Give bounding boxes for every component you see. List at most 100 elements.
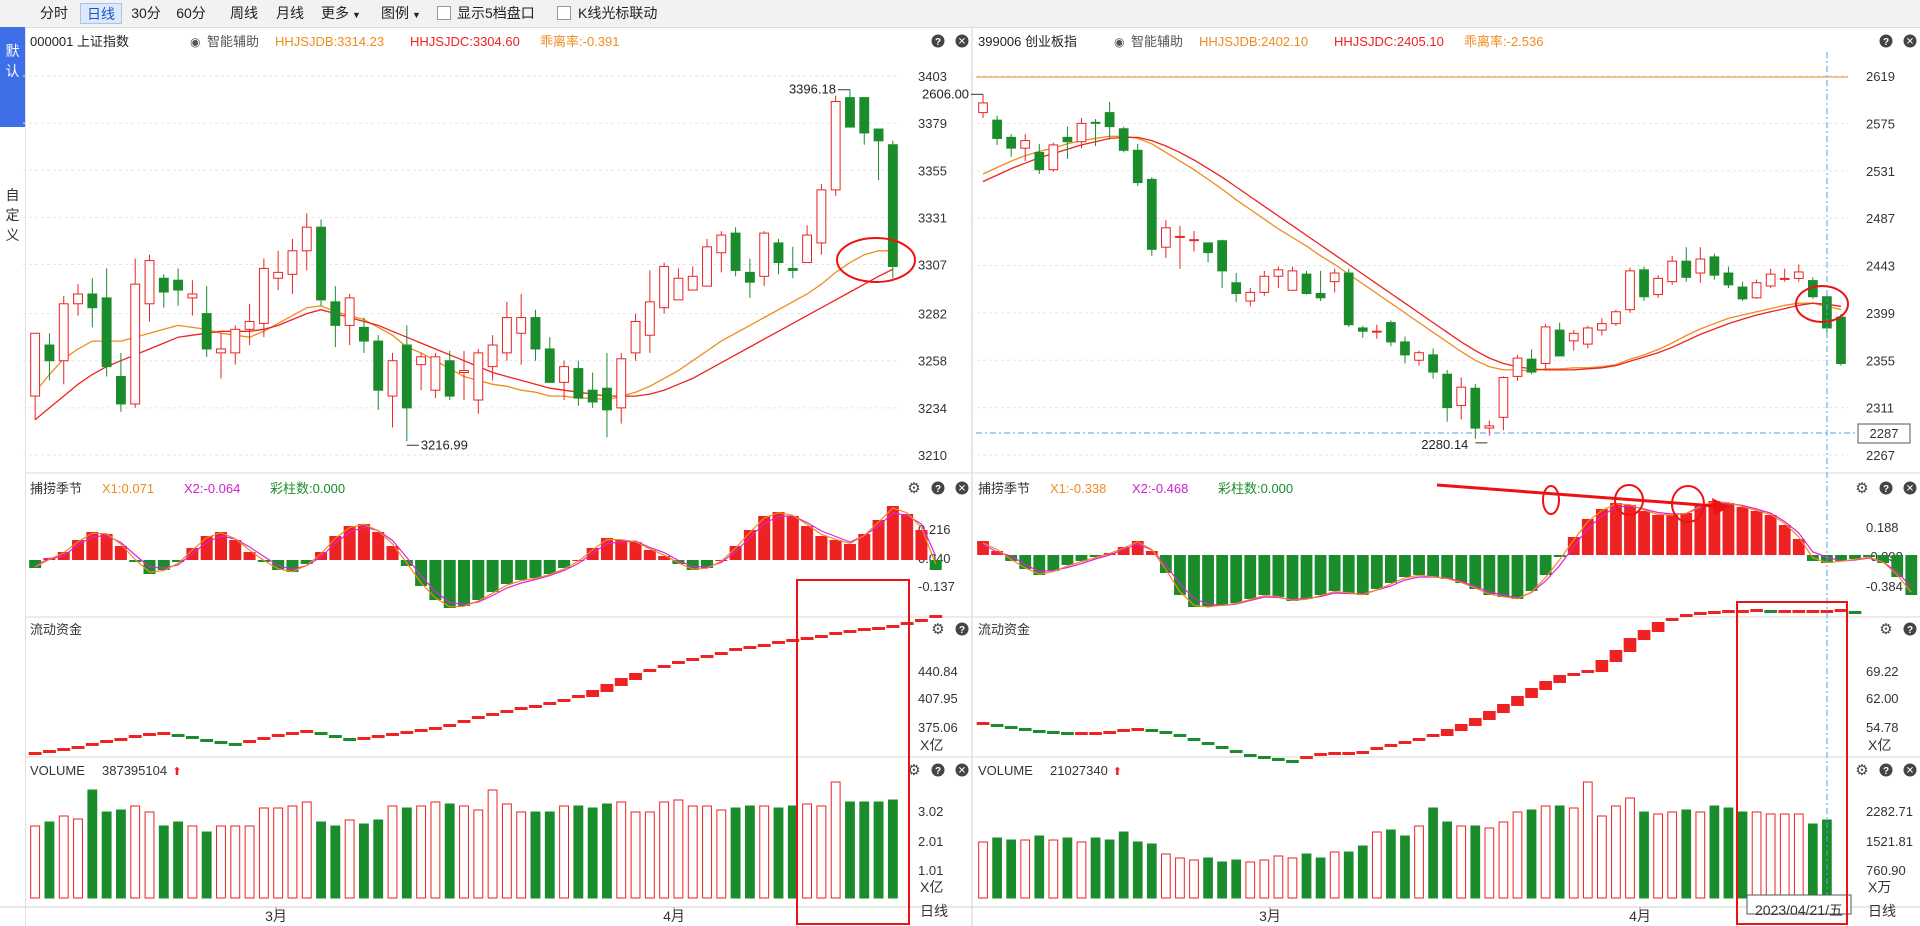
help-icon[interactable]: ? bbox=[1879, 34, 1893, 49]
assist-label: 智能辅助 bbox=[207, 34, 259, 49]
cursor-link-checkbox[interactable] bbox=[557, 6, 571, 20]
help-icon[interactable]: ? bbox=[1879, 763, 1893, 778]
osc-bar bbox=[1736, 507, 1749, 555]
volume-bar bbox=[1062, 837, 1073, 899]
volume-bar bbox=[344, 819, 355, 899]
candle-body bbox=[802, 234, 813, 264]
osc-bar bbox=[1539, 555, 1552, 575]
candle-body bbox=[1723, 272, 1734, 286]
high-marker-label: 2606.00 bbox=[922, 86, 969, 101]
volume-up-icon: ⬆ bbox=[1113, 766, 1122, 778]
candle-body bbox=[1259, 275, 1270, 293]
orderbook-checkbox[interactable] bbox=[437, 6, 451, 20]
osc-bar bbox=[1328, 555, 1341, 591]
flow-mark bbox=[1525, 688, 1538, 698]
flow-mark bbox=[1567, 673, 1581, 676]
price-tick-label: 3331 bbox=[918, 210, 947, 225]
help-icon[interactable]: ? bbox=[931, 481, 945, 496]
close-icon[interactable]: ✕ bbox=[1903, 763, 1917, 777]
flow-title: 流动资金 bbox=[978, 622, 1030, 637]
volume-bar bbox=[1400, 835, 1410, 899]
candle-body bbox=[216, 348, 226, 354]
sidebar-tab-default[interactable]: 默认 bbox=[0, 27, 25, 127]
gear-icon[interactable]: ⚙ bbox=[907, 762, 920, 779]
gear-icon[interactable]: ⚙ bbox=[1879, 621, 1892, 638]
close-icon[interactable]: ✕ bbox=[1903, 34, 1917, 48]
volume-bar bbox=[716, 809, 727, 899]
sidebar-tab-custom[interactable]: 自定义 bbox=[0, 155, 25, 255]
gear-icon[interactable]: ⚙ bbox=[907, 480, 920, 497]
candle-body bbox=[444, 360, 455, 397]
flow-mark bbox=[171, 734, 185, 737]
osc-bar bbox=[1694, 505, 1707, 555]
help-icon[interactable]: ? bbox=[931, 34, 945, 49]
volume-bar bbox=[1709, 805, 1720, 899]
tab-intraday[interactable]: 分时 bbox=[40, 5, 68, 21]
candle-body bbox=[1512, 357, 1523, 377]
candle-body bbox=[101, 297, 112, 368]
legend-menu[interactable]: 图例 ▼ bbox=[374, 3, 428, 24]
tab-weekly[interactable]: 周线 bbox=[230, 5, 258, 21]
volume-bar bbox=[201, 831, 212, 899]
close-icon[interactable]: ✕ bbox=[955, 763, 969, 777]
volume-bar bbox=[1793, 813, 1804, 899]
osc-bar bbox=[1216, 555, 1229, 605]
tab-monthly[interactable]: 月线 bbox=[276, 5, 304, 21]
help-icon[interactable]: ? bbox=[1903, 622, 1917, 637]
candle-body bbox=[1554, 329, 1565, 357]
candle-body bbox=[273, 271, 284, 279]
candle-body bbox=[158, 277, 169, 293]
volume-title: VOLUME bbox=[30, 763, 85, 778]
volume-bar bbox=[430, 801, 441, 899]
help-icon[interactable]: ? bbox=[1879, 481, 1893, 496]
candle-body bbox=[1146, 178, 1157, 250]
volume-bar bbox=[216, 825, 226, 899]
more-menu[interactable]: 更多 ▼ bbox=[316, 3, 366, 24]
volume-bar bbox=[373, 819, 384, 899]
candle-body bbox=[187, 293, 198, 299]
volume-bar bbox=[144, 811, 155, 899]
osc-bar bbox=[991, 551, 1004, 555]
gear-icon[interactable]: ⚙ bbox=[1855, 762, 1868, 779]
flow-mark bbox=[1693, 612, 1707, 615]
ma-line-hhjsjdc bbox=[982, 136, 1842, 371]
osc-bar bbox=[1525, 555, 1538, 591]
flow-mark bbox=[357, 737, 371, 740]
tab-30min[interactable]: 30分 bbox=[131, 5, 161, 21]
osc-bar-count: 彩柱数:0.000 bbox=[1218, 481, 1293, 496]
candle-body bbox=[173, 279, 184, 291]
candle-body bbox=[602, 387, 612, 411]
gear-icon[interactable]: ⚙ bbox=[931, 621, 944, 638]
volume-bar bbox=[30, 825, 41, 899]
close-icon[interactable]: ✕ bbox=[955, 34, 969, 48]
close-icon[interactable]: ✕ bbox=[955, 481, 969, 495]
osc-bar bbox=[300, 560, 313, 564]
flow-mark bbox=[1511, 696, 1524, 706]
osc-bar bbox=[1272, 555, 1285, 597]
candle-body bbox=[1526, 358, 1537, 373]
volume-bar bbox=[330, 825, 341, 899]
osc-bar bbox=[843, 544, 856, 560]
tab-60min[interactable]: 60分 bbox=[176, 5, 206, 21]
volume-bar bbox=[1442, 821, 1453, 899]
volume-bar bbox=[730, 807, 741, 899]
low-marker-label: 2280.14 bbox=[1421, 437, 1468, 452]
volume-bar bbox=[1667, 811, 1678, 899]
volume-bar bbox=[1217, 861, 1227, 899]
close-icon[interactable]: ✕ bbox=[1903, 481, 1917, 495]
flow-mark bbox=[1553, 675, 1567, 683]
osc-bar bbox=[1750, 511, 1763, 555]
volume-tick-label: 3.02 bbox=[918, 804, 943, 819]
help-icon[interactable]: ? bbox=[931, 763, 945, 778]
tab-daily[interactable]: 日线 bbox=[80, 3, 122, 24]
flow-mark bbox=[714, 652, 728, 655]
osc-bar bbox=[1300, 555, 1313, 599]
flow-mark bbox=[114, 738, 128, 741]
gear-icon[interactable]: ⚙ bbox=[1855, 480, 1868, 497]
osc-bar bbox=[1764, 515, 1777, 555]
help-icon[interactable]: ? bbox=[955, 622, 969, 637]
flow-mark bbox=[243, 740, 257, 743]
flow-mark bbox=[800, 637, 814, 640]
candle-body bbox=[659, 265, 670, 309]
osc-bar bbox=[29, 560, 42, 568]
